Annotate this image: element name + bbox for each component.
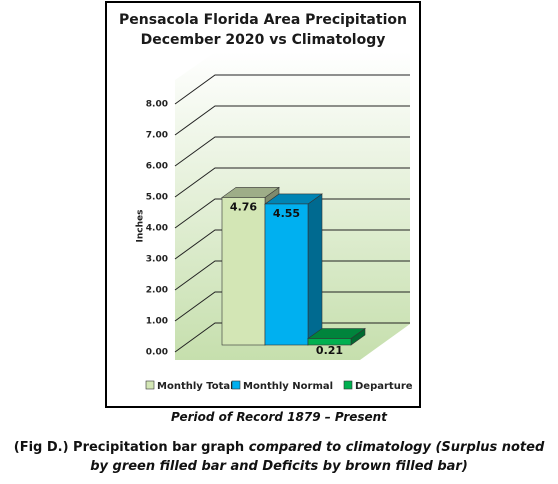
chart-subtitle: December 2020 vs Climatology [141, 32, 386, 48]
y-tick-label: 1.00 [146, 317, 168, 327]
bar [307, 338, 352, 346]
legend-swatch [145, 380, 155, 390]
y-tick-label: 0.00 [146, 348, 168, 358]
caption-label: (Fig D.) Precipitation bar graph [13, 440, 245, 455]
legend-label: Monthly Normal [243, 381, 333, 392]
grid-line [174, 105, 410, 136]
figure-caption: (Fig D.) Precipitation bar graph compare… [0, 438, 558, 476]
data-label: 4.55 [273, 207, 300, 220]
chart: Pensacola Florida Area Precipitation Dec… [105, 1, 421, 408]
grid-line [174, 167, 410, 198]
bar [221, 197, 266, 346]
legend-label: Departure [355, 381, 413, 392]
grid-line [174, 291, 410, 322]
y-tick-label: 7.00 [146, 131, 168, 141]
y-tick-label: 8.00 [146, 100, 168, 110]
legend-swatch [231, 380, 241, 390]
y-axis-label: Inches [136, 210, 146, 243]
data-label: 0.21 [316, 344, 343, 357]
grid-line [174, 74, 410, 105]
bar-side [307, 193, 323, 346]
y-tick-label: 2.00 [146, 286, 168, 296]
legend-swatch [343, 380, 353, 390]
y-tick-label: 4.00 [146, 224, 168, 234]
chart-title: Pensacola Florida Area Precipitation [119, 12, 407, 28]
grid-line [174, 198, 410, 229]
grid-line [174, 229, 410, 260]
y-tick-label: 5.00 [146, 193, 168, 203]
y-tick-label: 6.00 [146, 162, 168, 172]
y-tick-label: 3.00 [146, 255, 168, 265]
grid-line [174, 322, 410, 353]
caption-text: compared to climatology (Surplus noted b… [90, 440, 545, 474]
period-note: Period of Record 1879 – Present [171, 410, 387, 424]
bar [264, 203, 309, 346]
grid-line [174, 136, 410, 167]
grid-line [174, 260, 410, 291]
data-label: 4.76 [230, 200, 257, 213]
legend-label: Monthly Total [157, 381, 234, 392]
